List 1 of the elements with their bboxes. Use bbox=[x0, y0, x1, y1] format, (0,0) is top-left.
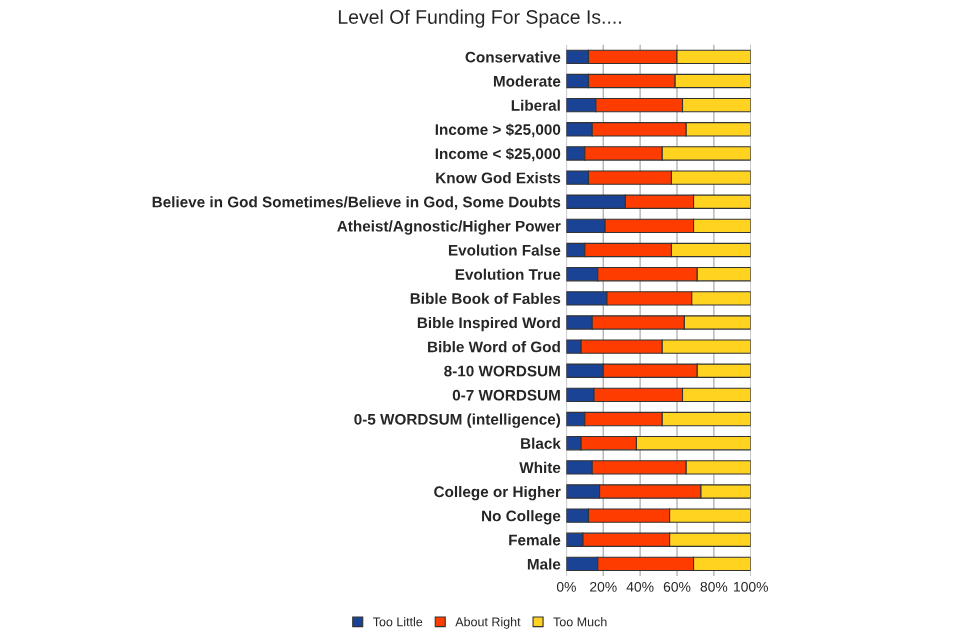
chart-title: Level Of Funding For Space Is.... bbox=[338, 9, 621, 28]
